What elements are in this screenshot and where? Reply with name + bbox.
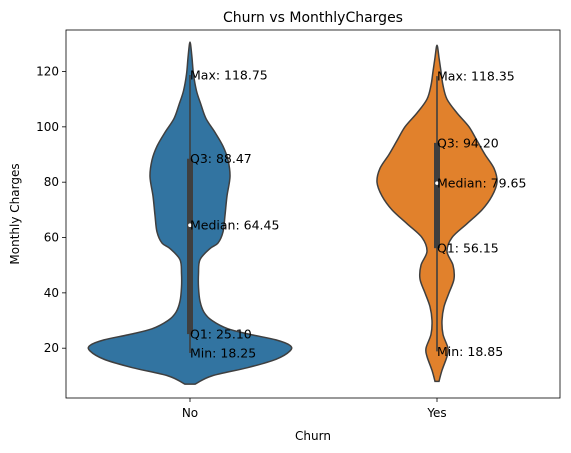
y-tick-label: 40 bbox=[44, 286, 59, 300]
chart-title: Churn vs MonthlyCharges bbox=[223, 10, 403, 26]
y-tick-label: 80 bbox=[44, 175, 59, 189]
y-tick-label: 60 bbox=[44, 231, 59, 245]
y-axis-label: Monthly Charges bbox=[8, 163, 22, 264]
plot-frame bbox=[65, 29, 561, 399]
x-axis-ticks: No Yes bbox=[182, 398, 447, 420]
y-tick-label: 120 bbox=[36, 65, 59, 79]
annotation-min-yes: Min: 18.85 bbox=[437, 344, 503, 359]
annotation-q1-yes: Q1: 56.15 bbox=[437, 241, 499, 256]
iqr-box-yes bbox=[434, 142, 440, 249]
annotation-median-no: Median: 64.45 bbox=[190, 218, 279, 233]
y-axis-ticks: 20 40 60 80 100 120 bbox=[36, 65, 66, 355]
x-tick-label-yes: Yes bbox=[426, 406, 446, 420]
x-tick-label-no: No bbox=[182, 406, 198, 420]
boxplot-layer bbox=[187, 74, 440, 354]
iqr-box-no bbox=[187, 158, 193, 335]
x-axis-label: Churn bbox=[295, 429, 331, 443]
annotation-median-yes: Median: 79.65 bbox=[437, 176, 526, 191]
median-point-no bbox=[188, 223, 192, 228]
annotations-layer: Max: 118.75 Q3: 88.47 Median: 64.45 Q1: 25.… bbox=[190, 67, 526, 360]
annotation-min-no: Min: 18.25 bbox=[190, 346, 256, 361]
median-point-yes bbox=[435, 181, 439, 185]
annotation-max-yes: Max: 118.35 bbox=[437, 69, 515, 84]
y-tick-label: 100 bbox=[36, 120, 59, 134]
annotation-max-no: Max: 118.75 bbox=[190, 67, 268, 82]
annotation-q3-yes: Q3: 94.20 bbox=[437, 135, 499, 150]
y-tick-label: 20 bbox=[44, 341, 59, 355]
annotation-q3-no: Q3: 88.47 bbox=[190, 151, 252, 166]
annotation-q1-no: Q1: 25.10 bbox=[190, 327, 252, 342]
